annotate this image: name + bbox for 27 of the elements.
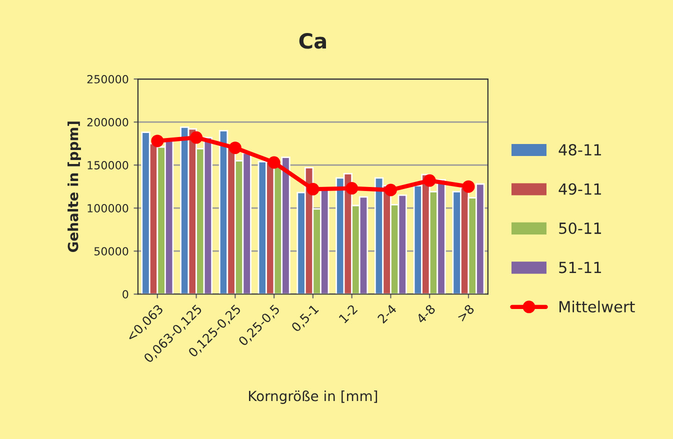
- x-axis-title: Korngröße in [mm]: [249, 390, 378, 404]
- legend-label: 48-11: [558, 144, 601, 156]
- point: [228, 142, 242, 154]
- legend-label: 49-11: [558, 183, 601, 195]
- y-tick-label: 0: [122, 290, 128, 299]
- legend-label: 50-11: [559, 222, 601, 234]
- y-tick-label: 100000: [88, 204, 128, 212]
- point: [384, 184, 397, 196]
- point: [151, 134, 164, 148]
- point: [306, 182, 320, 196]
- point: [423, 174, 436, 187]
- y-tick-label: 50000: [94, 247, 128, 256]
- y-tick-label: 200000: [87, 118, 128, 126]
- x-tick-label: 4-8: [416, 304, 436, 324]
- legend-label: Mittelwert: [560, 300, 635, 312]
- point: [462, 180, 475, 193]
- y-axis-title: Gehalte in [ppm]: [68, 122, 81, 252]
- y-tick-label: 250000: [87, 74, 128, 84]
- point: [190, 131, 203, 144]
- x-tick-label: 1-2: [338, 304, 358, 324]
- y-tick-label: 150000: [88, 161, 128, 170]
- legend-label: 51-11: [559, 262, 601, 274]
- x-tick-label: 2-4: [377, 304, 397, 324]
- chart-title: Ca: [299, 33, 326, 49]
- point: [268, 156, 280, 169]
- point: [346, 182, 358, 195]
- x-tick-label: >8: [456, 304, 475, 322]
